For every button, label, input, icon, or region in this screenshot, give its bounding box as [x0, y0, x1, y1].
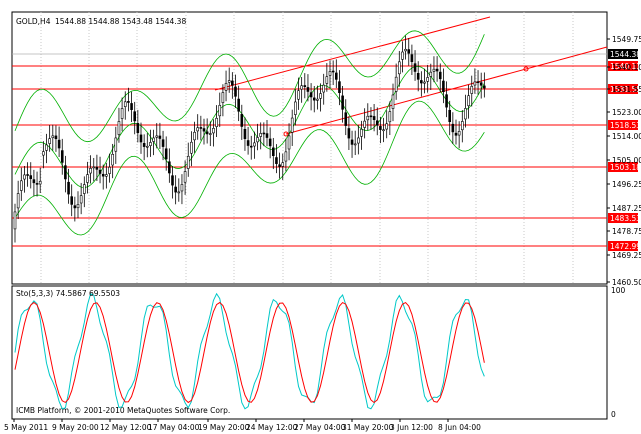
price-tick-label: 1540.10: [612, 63, 641, 72]
stoch-scale-top: 100: [611, 286, 626, 295]
stochastic-label: Sto(5,3,3) 74.5867 69.5503: [16, 289, 120, 298]
current-price-label: 1544.38: [610, 50, 641, 59]
time-tick-label: 17 May 04:00: [148, 423, 200, 432]
time-tick-label: 27 May 04:00: [294, 423, 346, 432]
price-chart-panel[interactable]: [11, 11, 608, 285]
level-tag: [608, 241, 638, 251]
level-tag: [608, 213, 638, 223]
time-tick-label: 8 Jun 04:00: [438, 423, 481, 432]
level-tag: [608, 120, 638, 130]
price-bars: [13, 35, 486, 243]
time-tick-label: 3 Jun 12:00: [390, 423, 433, 432]
ohlc-readout: 1544.88 1544.88 1543.48 1544.38: [55, 17, 186, 26]
time-tick-label: 9 May 20:00: [52, 423, 99, 432]
price-tick-label: 1469.25: [612, 251, 641, 260]
level-tag-label: 1531.55: [610, 85, 641, 94]
level-tag-label: 1540.11: [610, 62, 641, 71]
copyright-text: ICMB Platform, © 2001-2010 MetaQuotes So…: [16, 406, 230, 415]
bollinger-bands: [14, 30, 485, 236]
level-tag: [608, 162, 638, 172]
stochastic-lines: [14, 292, 485, 410]
price-tick-label: 1505.00: [612, 156, 641, 165]
time-tick-label: 31 May 20:00: [342, 423, 394, 432]
price-grid: [40, 12, 574, 284]
price-tick-label: 1514.00: [612, 132, 641, 141]
level-tag-label: 1503.18: [610, 163, 641, 172]
level-tag-label: 1518.53: [610, 121, 641, 130]
price-axis: 1549.75 1540.10 1531.55 1523.00 1514.00 1505.…: [607, 35, 641, 287]
level-tag-label: 1483.53: [610, 214, 641, 223]
time-tick-label: 12 May 12:00: [100, 423, 152, 432]
price-tick-label: 1549.75: [612, 35, 641, 44]
current-price-tag: [608, 49, 638, 59]
level-tag-label: 1472.99: [610, 242, 641, 251]
time-tick-label: 24 May 12:00: [246, 423, 298, 432]
price-tick-label: 1531.55: [612, 85, 641, 94]
symbol-timeframe: GOLD,H4: [16, 17, 51, 26]
horizontal-levels[interactable]: 1540.11 1531.55 1518.53 1503.18 1483.53 1472.…: [12, 49, 641, 251]
price-tick-label: 1496.25: [612, 180, 641, 189]
time-tick-label: 5 May 2011: [4, 423, 48, 432]
price-tick-label: 1478.75: [612, 227, 641, 236]
price-tick-label: 1460.50: [612, 278, 641, 287]
price-tick-label: 1523.00: [612, 108, 641, 117]
level-tag: [608, 61, 638, 71]
stoch-scale-bottom: 0: [611, 410, 616, 419]
channel-upper[interactable]: [214, 16, 491, 91]
level-tag: [608, 84, 638, 94]
time-tick-label: 19 May 20:00: [198, 423, 250, 432]
price-tick-label: 1487.25: [612, 204, 641, 213]
